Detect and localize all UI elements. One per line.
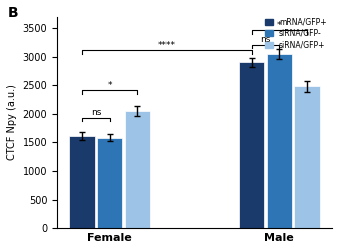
Bar <box>97 138 122 228</box>
Text: ns: ns <box>260 35 271 44</box>
Legend: mRNA/GFP+, siRNA/GFP-, siRNA/GFP+: mRNA/GFP+, siRNA/GFP-, siRNA/GFP+ <box>264 16 328 51</box>
Bar <box>69 136 95 228</box>
Text: *: * <box>277 21 281 30</box>
Text: B: B <box>7 6 18 20</box>
Text: *: * <box>107 81 112 90</box>
Bar <box>125 111 150 228</box>
Bar <box>294 86 320 228</box>
Text: ns: ns <box>91 108 101 117</box>
Y-axis label: CTCF Npy (a.u.): CTCF Npy (a.u.) <box>7 84 17 160</box>
Bar <box>239 62 264 228</box>
Text: ****: **** <box>158 41 176 50</box>
Bar <box>266 54 292 228</box>
